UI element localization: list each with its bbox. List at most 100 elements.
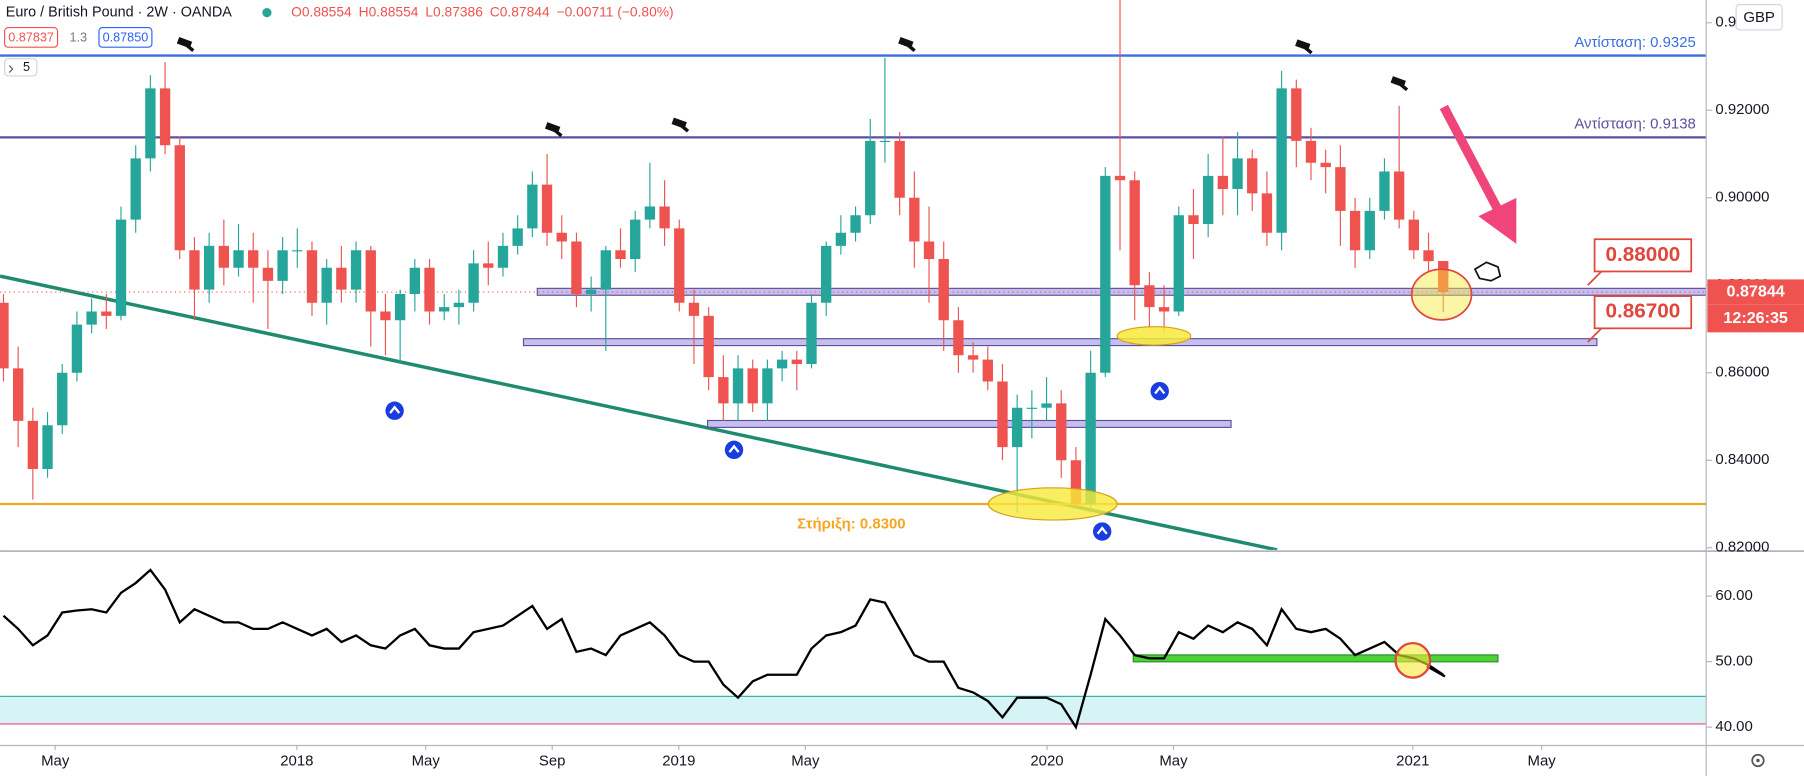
callout-label: 0.88000	[1606, 243, 1681, 266]
status-dot	[262, 8, 272, 18]
candle-body	[1114, 175, 1126, 181]
currency: GBP	[1743, 9, 1775, 26]
x-tick-label: 2021	[1396, 753, 1429, 770]
indicator-count: 5	[23, 60, 30, 74]
candle-body	[762, 368, 773, 404]
candle-body	[365, 250, 376, 312]
last-price-label: 0.87844	[1727, 282, 1785, 300]
candle-body	[982, 359, 993, 382]
candle-body	[615, 250, 626, 259]
candle-body	[703, 315, 714, 378]
candle-body	[0, 302, 9, 369]
candle-body	[1011, 407, 1023, 448]
candle-body	[1041, 403, 1052, 408]
y-tick-label: 0.92000	[1715, 101, 1769, 118]
bid-box[interactable]	[4, 27, 59, 48]
rsi-band	[0, 696, 1707, 724]
candle-body	[145, 88, 156, 159]
candle-body	[483, 263, 494, 268]
ohlc-value: O0.88554	[291, 4, 352, 19]
x-tick-label: 2020	[1030, 753, 1063, 770]
indicator-toggle[interactable]	[4, 58, 38, 77]
candle-body	[12, 368, 24, 421]
candle-body	[674, 228, 685, 303]
candle-body	[791, 359, 802, 364]
candle-body	[1085, 372, 1096, 504]
candle-body	[1232, 158, 1243, 189]
candle-body	[233, 250, 244, 268]
candle-body	[967, 355, 979, 360]
candle-body	[541, 184, 553, 233]
candle-body	[644, 206, 656, 220]
spread: 1.3	[69, 30, 87, 44]
symbol-title: Euro / British Pound · 2W · OANDA	[6, 4, 232, 20]
candle-body	[277, 250, 288, 281]
ohlc-value: H0.88554	[359, 4, 419, 19]
candle-body	[1144, 285, 1155, 308]
settings-icon[interactable]	[1751, 753, 1765, 768]
candle-body	[1276, 88, 1287, 233]
candle-body	[879, 140, 891, 143]
candle-body	[218, 245, 230, 268]
currency-box[interactable]	[1735, 4, 1783, 31]
candle-body	[600, 250, 611, 290]
candle-body	[1291, 88, 1302, 141]
ohlc-value: −0.00711 (−0.80%)	[557, 4, 674, 19]
y-tick-label: 0.84000	[1715, 451, 1769, 468]
candle-body	[1320, 162, 1331, 168]
candle-body	[189, 250, 200, 290]
x-tick-label: May	[791, 753, 820, 770]
candle-body	[115, 219, 127, 316]
candle-body	[439, 307, 450, 312]
candle-body	[1379, 171, 1390, 211]
bid-price: 0.87837	[8, 30, 54, 44]
candle-body	[57, 372, 68, 426]
candle-body	[512, 228, 523, 246]
candle-body	[468, 263, 479, 303]
candle-body	[865, 140, 876, 216]
candle-body	[527, 184, 538, 229]
candle-body	[86, 311, 97, 325]
candle-body	[394, 293, 406, 321]
candle-body	[1173, 215, 1184, 312]
rsi-pointer	[1426, 665, 1446, 678]
hand-cursor	[1473, 261, 1502, 282]
candle-body	[556, 232, 567, 242]
x-tick-label: Sep	[539, 753, 566, 770]
candle-body	[306, 250, 318, 303]
candle-body	[1026, 407, 1038, 409]
candle-body	[953, 320, 964, 356]
candle-body	[174, 145, 185, 251]
candle-body	[1393, 171, 1405, 220]
candle-body	[248, 250, 259, 268]
candle-body	[409, 267, 421, 294]
candle-body	[776, 359, 788, 369]
candle-body	[336, 267, 347, 290]
x-tick-label: May	[412, 753, 441, 770]
candle-body	[1305, 140, 1317, 163]
x-tick-label: May	[1528, 753, 1557, 770]
rsi-level-zone	[1132, 654, 1499, 663]
candle-body	[1247, 158, 1258, 194]
candle-body	[203, 245, 215, 290]
candle-body	[380, 311, 391, 321]
y-tick-label: 0.86000	[1715, 364, 1769, 381]
zone	[536, 287, 1707, 296]
ask-box[interactable]	[98, 27, 153, 48]
x-tick-label: 2018	[280, 753, 313, 770]
up-arrow-icons	[385, 381, 1169, 541]
candle-body	[1217, 175, 1229, 189]
zone	[706, 419, 1232, 428]
callout-box	[1593, 238, 1693, 273]
candle-body	[1364, 210, 1375, 251]
candle-body	[850, 215, 861, 233]
candle-body	[997, 381, 1008, 448]
countdown: 12:26:35	[1723, 309, 1787, 327]
countdown-box	[1707, 304, 1804, 333]
highlight-ellipse	[1410, 268, 1473, 321]
ohlc-legend: O0.88554 H0.88554 L0.87386 C0.87844 −0.00711…	[291, 4, 674, 19]
candle-body	[1202, 175, 1214, 224]
candle-body	[571, 241, 582, 294]
ohlc-value: L0.87386	[425, 4, 483, 19]
annotations: Euro / British Pound · 2W · OANDA O0.885…	[4, 4, 1783, 768]
